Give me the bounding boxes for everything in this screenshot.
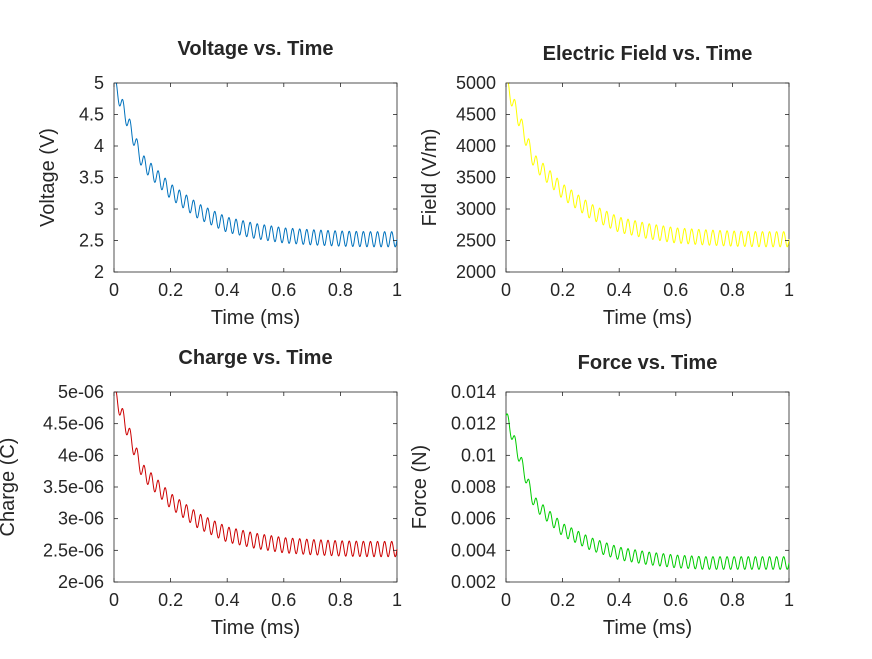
voltage-y-tick-label: 4.5 (79, 105, 104, 125)
field-x-tick-label: 0.8 (720, 280, 745, 300)
field-x-axis-label: Time (ms) (603, 307, 692, 329)
force-x-tick-label: 0 (501, 590, 511, 610)
charge-y-tick-label: 5e-06 (58, 382, 104, 402)
field-x-tick-label: 0.4 (607, 280, 632, 300)
force-plot: 0 0.2 0.4 0.6 0.8 1 0.002 0.004 0.006 0.008 0.01 0.… (409, 352, 794, 639)
charge-x-tick-label: 0.6 (271, 590, 296, 610)
field-y-tick-label: 4500 (456, 105, 496, 125)
force-y-tick-label: 0.002 (451, 572, 496, 592)
force-y-tick-label: 0.004 (451, 540, 496, 560)
voltage-y-tick-label: 3.5 (79, 168, 104, 188)
voltage-y-tick-label: 3 (94, 199, 104, 219)
voltage-x-tick-label: 0.6 (271, 280, 296, 300)
force-x-tick-label: 0.2 (550, 590, 575, 610)
force-y-tick-label: 0.008 (451, 477, 496, 497)
force-x-tick-label: 0.8 (720, 590, 745, 610)
force-y-axis-label: Force (N) (409, 445, 431, 529)
field-y-tick-label: 3500 (456, 168, 496, 188)
force-x-axis-label: Time (ms) (603, 617, 692, 639)
field-y-tick-label: 5000 (456, 73, 496, 93)
force-series-line (505, 413, 790, 570)
force-y-tick-label: 0.014 (451, 382, 496, 402)
charge-x-tick-label: 0.2 (158, 590, 183, 610)
charge-x-tick-label: 0.4 (215, 590, 240, 610)
voltage-series-line (114, 82, 398, 248)
charge-y-tick-label: 4e-06 (58, 445, 104, 465)
charge-x-tick-label: 1 (392, 590, 402, 610)
charge-x-tick-label: 0 (109, 590, 119, 610)
charge-y-tick-label: 3e-06 (58, 509, 104, 529)
field-x-tick-label: 0 (501, 280, 511, 300)
field-x-tick-label: 0.6 (663, 280, 688, 300)
force-axes-frame (505, 391, 790, 583)
charge-chart-title: Charge vs. Time (178, 347, 332, 369)
field-axes-frame (505, 82, 790, 273)
field-plot: 0 0.2 0.4 0.6 0.8 1 2000 2500 3000 3500 4000 4500 50… (419, 43, 794, 329)
charge-y-tick-label: 2.5e-06 (43, 540, 104, 560)
force-x-tick-label: 0.4 (607, 590, 632, 610)
voltage-y-tick-label: 2.5 (79, 231, 104, 251)
voltage-y-axis-label: Voltage (V) (37, 128, 59, 227)
voltage-axes-frame (113, 82, 398, 273)
field-chart-title: Electric Field vs. Time (543, 43, 753, 65)
charge-y-tick-label: 2e-06 (58, 572, 104, 592)
force-x-tick-label: 0.6 (663, 590, 688, 610)
charge-plot: 0 0.2 0.4 0.6 0.8 1 2e-06 2.5e-06 3e-06 3.5e-06 4e… (0, 347, 402, 639)
charge-series-line (114, 391, 398, 558)
voltage-y-tick-label: 5 (94, 73, 104, 93)
force-y-tick-label: 0.01 (461, 445, 496, 465)
force-x-tick-label: 1 (784, 590, 794, 610)
field-y-tick-label: 3000 (456, 199, 496, 219)
charge-axes-frame (113, 391, 398, 583)
voltage-chart-title: Voltage vs. Time (178, 38, 334, 60)
voltage-y-tick-label: 4 (94, 136, 104, 156)
voltage-x-tick-label: 1 (392, 280, 402, 300)
charge-y-axis-label: Charge (C) (0, 438, 19, 537)
field-y-tick-label: 2500 (456, 231, 496, 251)
voltage-y-tick-label: 2 (94, 262, 104, 282)
field-y-tick-label: 4000 (456, 136, 496, 156)
voltage-x-tick-label: 0.4 (215, 280, 240, 300)
voltage-plot: 0 0.2 0.4 0.6 0.8 1 2 2.5 3 3.5 4 4.5 5 Voltage vs. T… (37, 38, 402, 329)
voltage-x-tick-label: 0 (109, 280, 119, 300)
field-y-axis-label: Field (V/m) (419, 129, 441, 227)
field-y-tick-label: 2000 (456, 262, 496, 282)
field-x-tick-label: 0.2 (550, 280, 575, 300)
force-y-tick-label: 0.012 (451, 414, 496, 434)
voltage-x-tick-label: 0.2 (158, 280, 183, 300)
charge-x-tick-label: 0.8 (328, 590, 353, 610)
charge-x-axis-label: Time (ms) (211, 617, 300, 639)
charge-y-tick-label: 3.5e-06 (43, 477, 104, 497)
voltage-x-axis-label: Time (ms) (211, 307, 300, 329)
charge-y-tick-label: 4.5e-06 (43, 414, 104, 434)
field-x-tick-label: 1 (784, 280, 794, 300)
voltage-x-tick-label: 0.8 (328, 280, 353, 300)
field-series-line (506, 82, 790, 248)
force-y-tick-label: 0.006 (451, 509, 496, 529)
force-chart-title: Force vs. Time (578, 352, 718, 374)
